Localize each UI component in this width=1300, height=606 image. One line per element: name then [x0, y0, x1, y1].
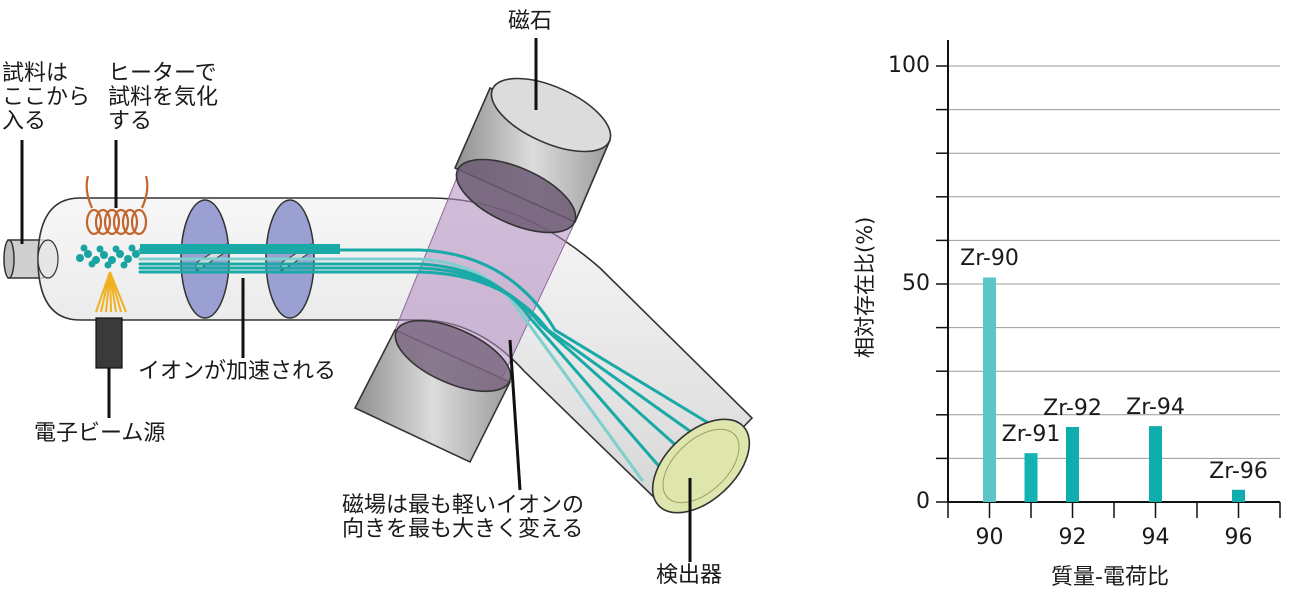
label-deflection: 磁場は最も軽いイオンの 向きを最も大きく変える [342, 493, 585, 542]
heater-coil [85, 175, 149, 236]
y-tick-label: 0 [916, 489, 930, 514]
bar-label-zr-96: Zr-96 [1209, 458, 1268, 484]
x-tick-label: 96 [1224, 525, 1253, 550]
bar-zr-91 [1024, 453, 1038, 502]
magnet-lower [353, 319, 512, 464]
chart-x-axis-label: 質量-電荷比 [1051, 565, 1169, 590]
bar-label-zr-91: Zr-91 [1001, 422, 1061, 448]
detector [651, 418, 751, 514]
x-tick-label: 92 [1058, 525, 1087, 550]
electron-rays [95, 271, 127, 313]
label-heater: ヒーターで 試料を気化 する [108, 61, 219, 134]
label-electron-beam-source: 電子ビーム源 [34, 421, 166, 446]
label-magnet: 磁石 [508, 9, 553, 34]
electron-beam-source [95, 317, 123, 369]
label-sample-inlet: 試料は ここから 入る [2, 61, 91, 134]
bar-label-zr-92: Zr-92 [1043, 396, 1102, 421]
chart-y-axis-label: 相対存在比(%) [853, 216, 877, 358]
bar-zr-92 [1066, 427, 1079, 502]
bar-zr-90 [983, 277, 996, 502]
leader-lines [20, 38, 692, 562]
label-detector: 検出器 [656, 563, 723, 588]
x-tick-label: 94 [1141, 525, 1170, 550]
y-tick-label: 100 [888, 53, 930, 78]
bar-label-zr-94: Zr-94 [1126, 395, 1185, 421]
magnet-upper [453, 77, 612, 234]
bar-zr-94 [1149, 426, 1162, 502]
x-tick-label: 90 [975, 525, 1004, 550]
bar-zr-96 [1232, 489, 1245, 502]
ion-beams [138, 244, 722, 482]
y-tick-label: 50 [902, 271, 930, 296]
bar-label-zr-90: Zr-90 [960, 246, 1019, 272]
vaporized-sample-particles [76, 244, 140, 269]
label-acceleration: イオンが加速される [138, 359, 337, 384]
